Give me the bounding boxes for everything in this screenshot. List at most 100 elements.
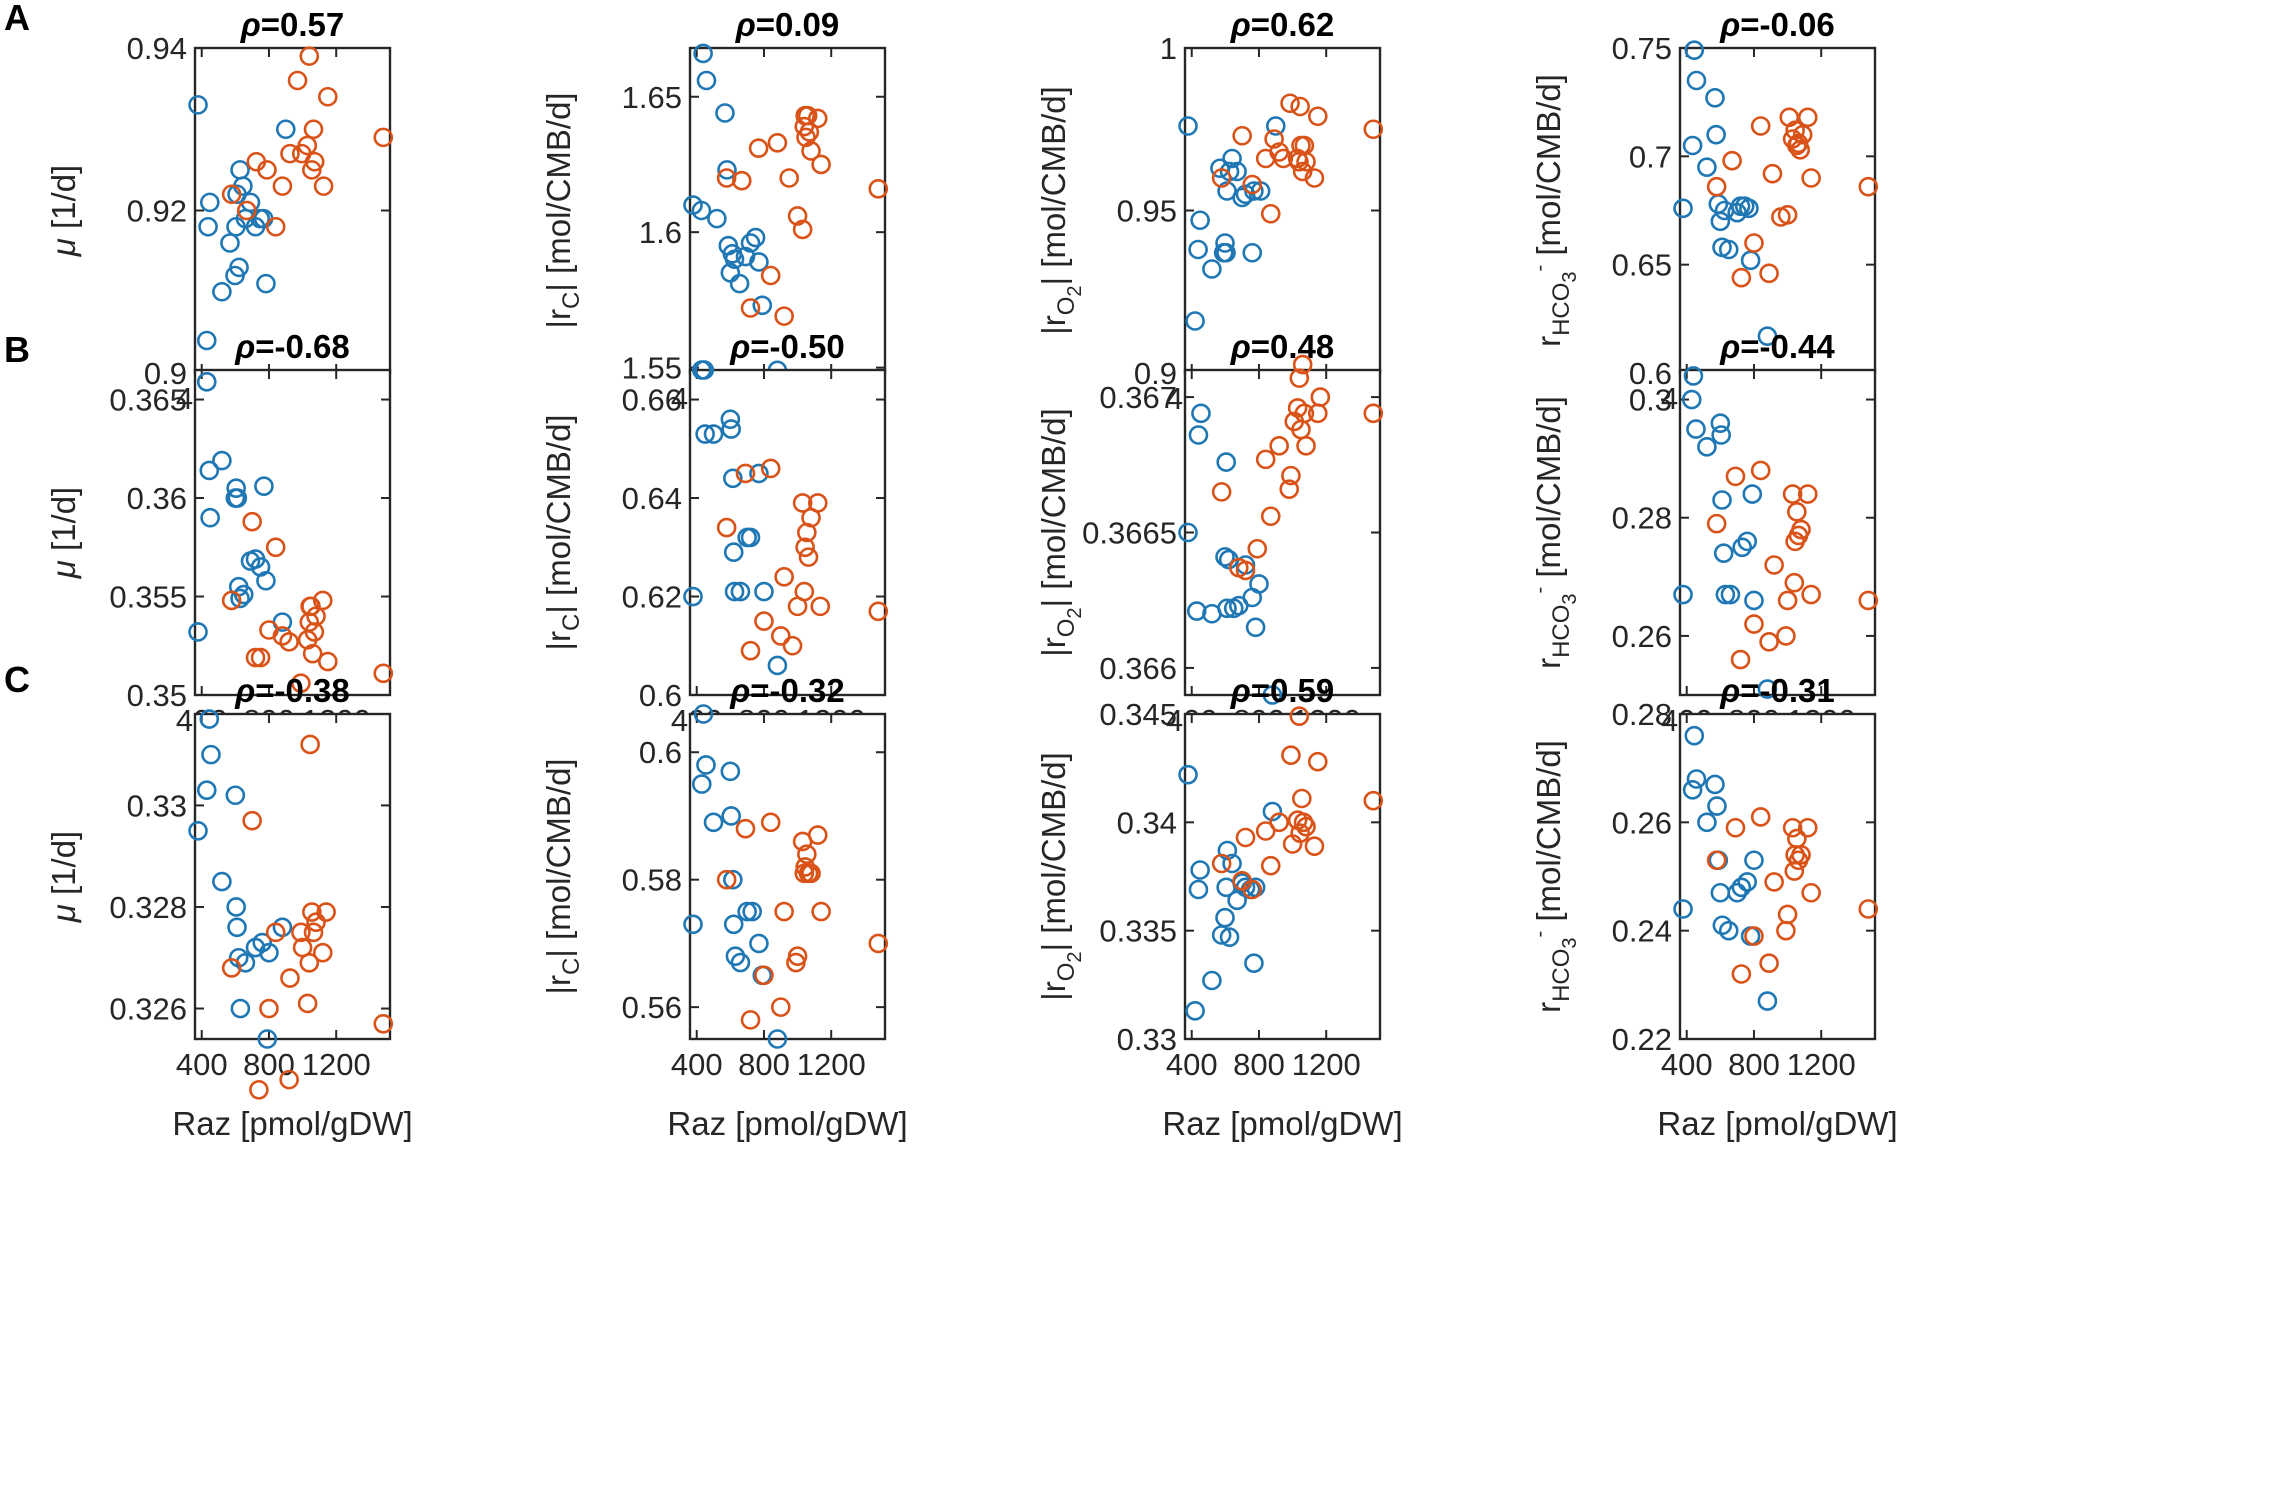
data-point: [303, 119, 324, 140]
data-point: [252, 932, 273, 953]
data-point: [1725, 466, 1746, 487]
data-point: [259, 998, 279, 1019]
series-group1: [1673, 40, 1778, 346]
y-tick-label: 0.28: [1612, 501, 1672, 536]
data-point: [703, 812, 724, 833]
data-point: [748, 138, 769, 159]
data-point: [749, 933, 769, 954]
data-point: [1730, 649, 1751, 670]
data-point: [1684, 40, 1705, 60]
axes-box: [193, 712, 392, 1041]
series-group2: [221, 511, 394, 693]
data-point: [188, 95, 208, 115]
data-point: [1707, 796, 1727, 816]
data-point: [313, 176, 334, 196]
data-point: [259, 942, 279, 963]
data-point: [1264, 129, 1284, 149]
data-point: [1290, 823, 1310, 843]
panel-3-2: ρ=-0.32 400 800 1200 0.56 0.58 0.6 |rC| [mol/CM…: [540, 672, 908, 1142]
x-tick-label: 400: [1661, 1047, 1713, 1082]
y-tick-label: 0.22: [1612, 1022, 1672, 1057]
series-group2: [1211, 706, 1384, 900]
data-point: [716, 168, 737, 188]
data-point: [1188, 879, 1209, 900]
data-point: [230, 998, 251, 1019]
data-point: [1737, 872, 1758, 892]
series-group2: [1211, 93, 1384, 224]
data-point: [1722, 150, 1742, 171]
x-axis-label: Raz [pmol/gDW]: [172, 1105, 412, 1142]
data-point: [774, 567, 794, 587]
data-point: [1202, 259, 1222, 279]
y-tick-label: 0.92: [127, 194, 187, 229]
y-axis-label: μ [1/d]: [45, 165, 82, 257]
y-tick-label: 0.26: [1612, 619, 1672, 654]
data-point: [312, 942, 333, 963]
panel-3-1: ρ=-0.38 400 800 1200 0.326 0.328 0.33 μ [1/d] Ra…: [45, 672, 413, 1142]
y-tick-label: 0.33: [1117, 1022, 1177, 1057]
data-point: [740, 527, 761, 548]
data-point: [1249, 574, 1269, 594]
data-point: [798, 547, 819, 567]
data-point: [1718, 920, 1739, 941]
data-point: [1296, 436, 1316, 456]
y-axis-label: μ [1/d]: [45, 831, 82, 923]
data-point: [1308, 106, 1328, 127]
data-point: [749, 463, 769, 484]
y-tick-label: 0.28: [1612, 697, 1672, 732]
series-group2: [1706, 460, 1879, 670]
data-point: [801, 863, 821, 884]
data-point: [1744, 590, 1764, 611]
data-point: [199, 192, 220, 213]
data-point: [200, 507, 220, 528]
data-point: [1718, 239, 1739, 260]
y-tick-label: 0.3665: [1082, 516, 1177, 551]
data-point: [1858, 176, 1879, 197]
chart-title: ρ=-0.68: [234, 328, 349, 365]
data-point: [279, 632, 299, 652]
data-point: [723, 468, 743, 489]
data-point: [1363, 403, 1384, 424]
data-point: [1289, 706, 1310, 726]
data-point: [1713, 543, 1734, 563]
data-point: [754, 581, 774, 602]
data-point: [723, 914, 744, 935]
data-point: [291, 673, 311, 693]
data-point: [1706, 176, 1727, 197]
data-point: [782, 635, 803, 656]
x-tick-label: 800: [738, 1047, 790, 1082]
y-tick-label: 0.24: [1612, 914, 1672, 949]
data-point: [807, 825, 828, 845]
data-point: [212, 281, 232, 302]
data-point: [1757, 991, 1778, 1011]
data-point: [1244, 953, 1264, 973]
data-point: [1292, 354, 1313, 375]
data-point: [868, 179, 889, 199]
data-point: [272, 176, 293, 196]
data-point: [1211, 482, 1232, 502]
data-point: [1247, 538, 1268, 559]
panel-3-4: ρ=-0.31 400 800 1200 0.22 0.24 0.26 0.28 rHCO3- …: [1529, 672, 1898, 1142]
chart-title: ρ=-0.32: [729, 672, 844, 709]
y-tick-label: 0.6: [639, 735, 682, 770]
data-point: [1222, 148, 1242, 169]
data-point: [299, 953, 320, 973]
axes-box: [193, 46, 392, 375]
data-point: [1705, 774, 1725, 795]
data-point: [1242, 242, 1263, 263]
data-point: [1280, 93, 1300, 114]
data-point: [188, 820, 208, 841]
data-point: [767, 132, 788, 153]
data-point: [279, 1069, 299, 1090]
data-point: [1697, 812, 1717, 833]
data-point: [754, 611, 774, 631]
y-tick-label: 0.58: [622, 863, 682, 898]
data-point: [740, 298, 761, 318]
y-axis-label: rHCO3- [mol/CMB/d]: [1529, 740, 1581, 1013]
data-point: [1178, 116, 1198, 136]
data-point: [229, 257, 249, 278]
y-tick-label: 0.36: [127, 481, 187, 516]
y-tick-label: 0.326: [109, 992, 187, 1027]
series-group2: [1706, 807, 1879, 984]
